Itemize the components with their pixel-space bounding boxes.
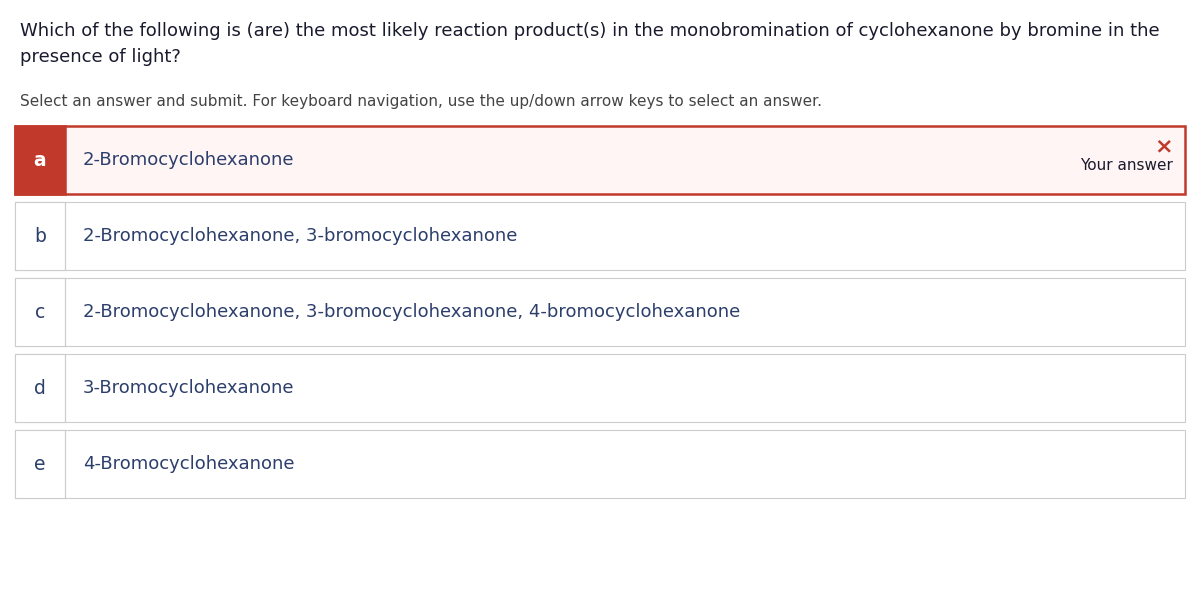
Text: 2-Bromocyclohexanone, 3-bromocyclohexanone, 4-bromocyclohexanone: 2-Bromocyclohexanone, 3-bromocyclohexano… — [83, 303, 740, 321]
FancyBboxPatch shape — [14, 430, 1186, 498]
FancyBboxPatch shape — [14, 202, 65, 270]
Text: ×: × — [1154, 136, 1174, 156]
Text: a: a — [34, 151, 47, 169]
Text: 2-Bromocyclohexanone, 3-bromocyclohexanone: 2-Bromocyclohexanone, 3-bromocyclohexano… — [83, 227, 517, 245]
Text: c: c — [35, 303, 46, 322]
FancyBboxPatch shape — [14, 202, 1186, 270]
FancyBboxPatch shape — [14, 126, 1186, 194]
Text: Which of the following is (are) the most likely reaction product(s) in the monob: Which of the following is (are) the most… — [20, 22, 1159, 40]
FancyBboxPatch shape — [14, 278, 1186, 346]
FancyBboxPatch shape — [14, 354, 65, 422]
Text: presence of light?: presence of light? — [20, 48, 181, 66]
Text: d: d — [34, 379, 46, 398]
FancyBboxPatch shape — [14, 278, 65, 346]
Text: Select an answer and submit. For keyboard navigation, use the up/down arrow keys: Select an answer and submit. For keyboar… — [20, 94, 822, 109]
FancyBboxPatch shape — [14, 126, 65, 194]
Text: 4-Bromocyclohexanone: 4-Bromocyclohexanone — [83, 455, 294, 473]
FancyBboxPatch shape — [14, 430, 65, 498]
Text: Your answer: Your answer — [1080, 158, 1174, 173]
Text: e: e — [35, 454, 46, 474]
Text: 2-Bromocyclohexanone: 2-Bromocyclohexanone — [83, 151, 294, 169]
Text: 3-Bromocyclohexanone: 3-Bromocyclohexanone — [83, 379, 294, 397]
Text: b: b — [34, 227, 46, 246]
FancyBboxPatch shape — [14, 354, 1186, 422]
